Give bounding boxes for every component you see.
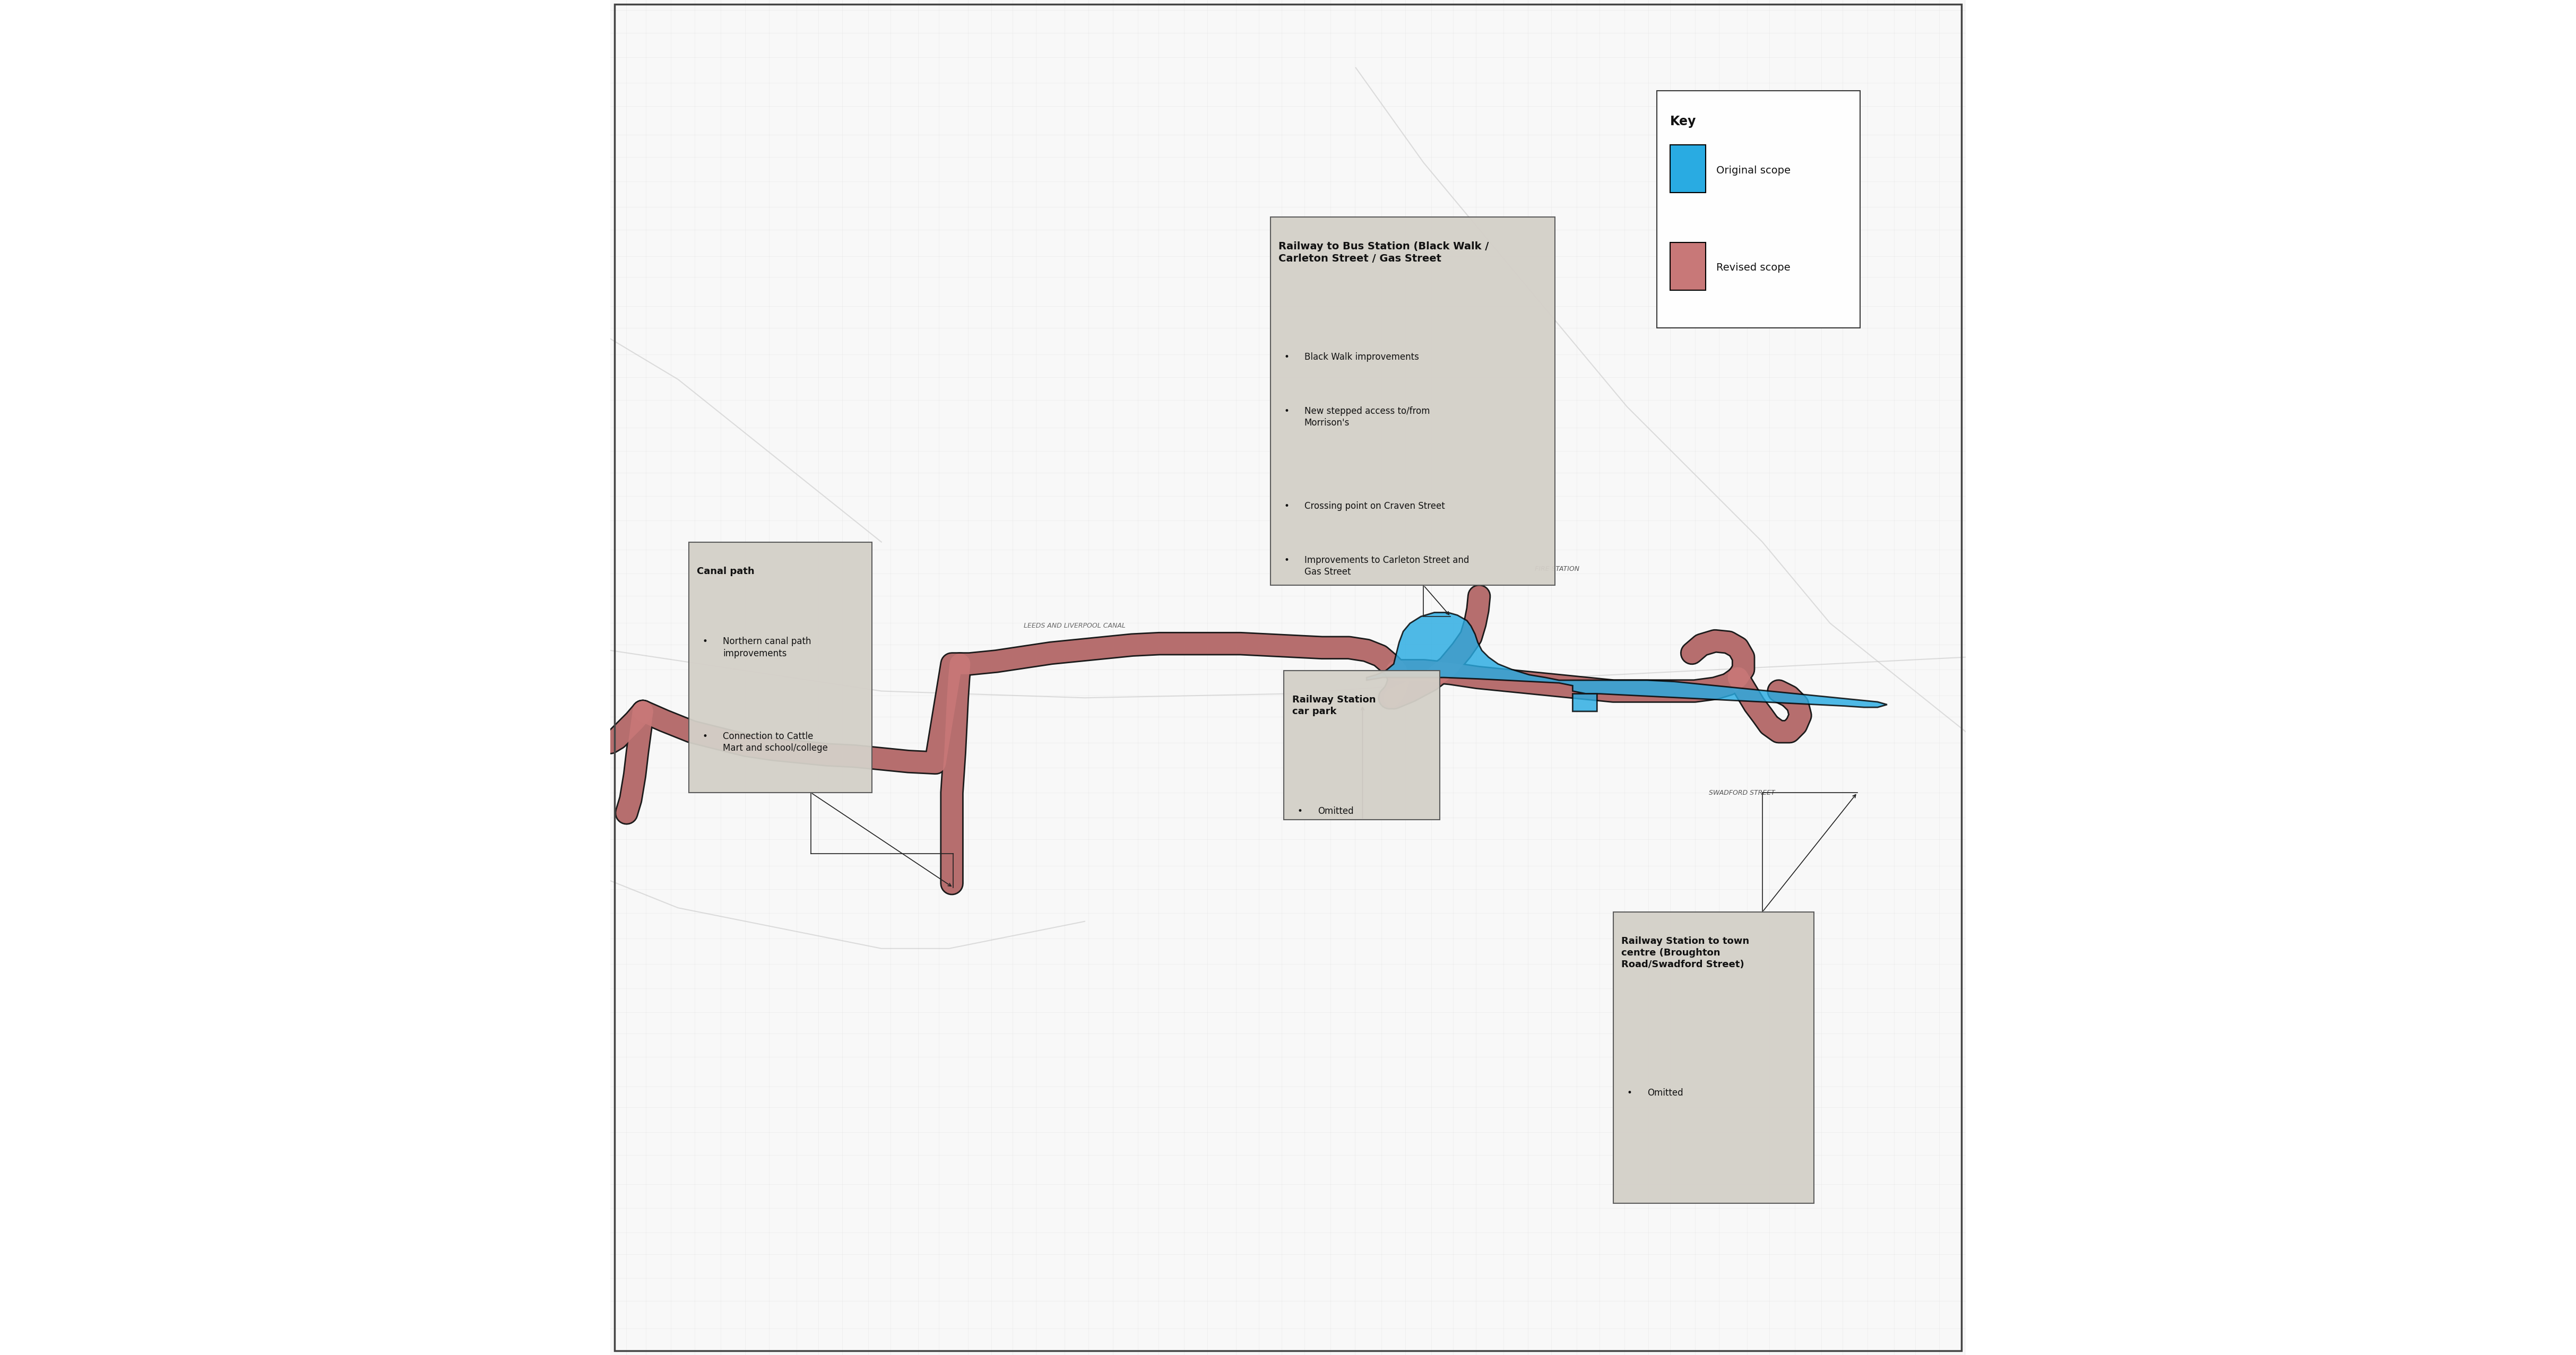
- Text: Original scope: Original scope: [1716, 165, 1790, 175]
- Text: •: •: [703, 732, 708, 741]
- Text: Crossing point on Craven Street: Crossing point on Craven Street: [1303, 501, 1445, 511]
- Text: •: •: [1283, 352, 1288, 362]
- Text: Railway Station
car park: Railway Station car park: [1293, 695, 1376, 717]
- Text: •: •: [1283, 556, 1288, 565]
- Text: Northern canal path
improvements: Northern canal path improvements: [724, 637, 811, 659]
- FancyBboxPatch shape: [1613, 912, 1814, 1203]
- Text: •: •: [1628, 1088, 1633, 1098]
- Text: Key: Key: [1669, 115, 1698, 127]
- Text: Railway Station to town
centre (Broughton
Road/Swadford Street): Railway Station to town centre (Broughto…: [1620, 936, 1749, 969]
- Polygon shape: [1368, 612, 1888, 711]
- Text: •: •: [1283, 501, 1288, 511]
- Text: New stepped access to/from
Morrison's: New stepped access to/from Morrison's: [1303, 406, 1430, 428]
- Text: Connection to Cattle
Mart and school/college: Connection to Cattle Mart and school/col…: [724, 732, 827, 753]
- Text: LEEDS AND LIVERPOOL CANAL: LEEDS AND LIVERPOOL CANAL: [1023, 622, 1126, 630]
- Text: •: •: [703, 637, 708, 646]
- FancyBboxPatch shape: [1270, 217, 1556, 585]
- Text: Omitted: Omitted: [1646, 1088, 1682, 1098]
- Text: Revised scope: Revised scope: [1716, 263, 1790, 272]
- Text: •: •: [1283, 406, 1288, 416]
- FancyBboxPatch shape: [1669, 145, 1705, 192]
- FancyBboxPatch shape: [1283, 671, 1440, 820]
- Text: •: •: [1298, 806, 1303, 816]
- FancyBboxPatch shape: [1669, 243, 1705, 290]
- Text: Canal path: Canal path: [698, 566, 755, 576]
- Text: FIRE STATION: FIRE STATION: [1535, 565, 1579, 573]
- Text: Railway to Bus Station (Black Walk /
Carleton Street / Gas Street: Railway to Bus Station (Black Walk / Car…: [1278, 241, 1489, 264]
- FancyBboxPatch shape: [1656, 91, 1860, 328]
- Text: Improvements to Carleton Street and
Gas Street: Improvements to Carleton Street and Gas …: [1303, 556, 1468, 577]
- Text: Omitted: Omitted: [1319, 806, 1355, 816]
- Text: Black Walk improvements: Black Walk improvements: [1303, 352, 1419, 362]
- Text: SWADFORD STREET: SWADFORD STREET: [1708, 789, 1775, 797]
- FancyBboxPatch shape: [688, 542, 871, 793]
